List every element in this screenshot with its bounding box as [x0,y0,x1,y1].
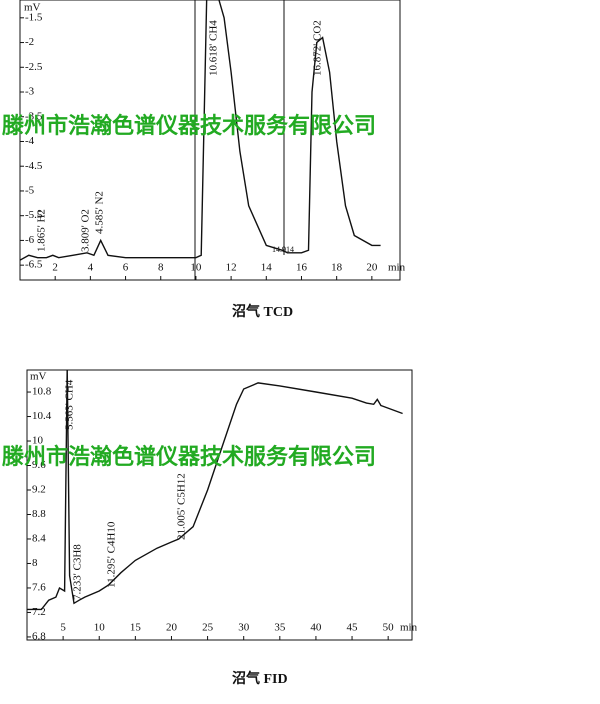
peak-label: 3.809' O2 [80,209,92,252]
x-tick-label: 50 [383,622,395,634]
peak-label: 11.295' C4H10 [106,521,118,588]
trace [20,0,381,261]
caption: 沼气 FID [232,670,288,687]
watermark: 滕州市浩瀚色谱仪器技术服务有限公司 [2,444,376,470]
peak-label: 14.914 [272,245,294,254]
y-tick-label: 9.2 [32,484,46,496]
x-tick-label: 45 [347,622,359,634]
y-tick-label: -3.5 [25,110,43,122]
peak-label: 16.872' CO2 [312,20,324,76]
x-tick-label: 10 [190,262,202,274]
x-tick-label: 18 [331,262,343,274]
y-tick-label: -2.5 [25,61,43,73]
trace [27,370,403,611]
peak-label: 4.585' N2 [94,191,106,234]
x-axis-label: min [388,262,406,274]
y-tick-label: -6 [25,234,35,246]
y-tick-label: -1.5 [25,11,43,23]
y-tick-label: 7.2 [32,606,46,618]
y-tick-label: -3 [25,86,35,98]
y-tick-label: 6.8 [32,630,46,642]
y-tick-label: -4.5 [25,160,43,172]
y-tick-label: -6.5 [25,259,43,271]
peak-label: 10.618' CH4 [208,20,220,76]
y-tick-label: 9.6 [32,459,46,471]
x-tick-label: 5 [60,622,66,634]
x-tick-label: 14 [261,262,273,274]
x-tick-label: 25 [202,622,214,634]
y-tick-label: -2 [25,36,34,48]
peak-label: 5.563' CH4 [64,379,76,430]
y-tick-label: 10.4 [32,410,52,422]
y-tick-label: 8.8 [32,508,46,520]
x-tick-label: 20 [166,622,178,634]
x-tick-label: 6 [123,262,129,274]
y-axis-label: mV [24,2,41,14]
x-axis-label: min [400,622,418,634]
x-tick-label: 12 [226,262,237,274]
x-tick-label: 35 [274,622,286,634]
y-tick-label: 10 [32,435,44,447]
y-tick-label: 8 [32,557,38,569]
plot-frame [19,0,401,281]
y-tick-label: 8.4 [32,533,46,545]
peak-label: 1.865' H2 [36,209,48,252]
x-tick-label: 2 [52,262,58,274]
y-axis-label: mV [30,371,47,383]
x-tick-label: 30 [238,622,250,634]
y-tick-label: -4 [25,135,35,147]
caption: 沼气 TCD [232,303,293,320]
y-tick-label: -5 [25,184,35,196]
y-tick-label: 7.6 [32,581,46,593]
x-tick-label: 15 [130,622,142,634]
x-tick-label: 40 [310,622,322,634]
peak-label: 7.233' C3H8 [72,544,84,600]
y-tick-label: 10.8 [32,386,52,398]
x-tick-label: 16 [296,262,308,274]
y-tick-label: -5.5 [25,209,43,221]
plot-frame [26,369,413,641]
x-tick-label: 20 [366,262,378,274]
x-tick-label: 10 [94,622,106,634]
peak-label: 21.005' C5H12 [176,473,188,540]
watermark: 滕州市浩瀚色谱仪器技术服务有限公司 [2,113,376,139]
x-tick-label: 8 [158,262,164,274]
x-tick-label: 4 [88,262,94,274]
